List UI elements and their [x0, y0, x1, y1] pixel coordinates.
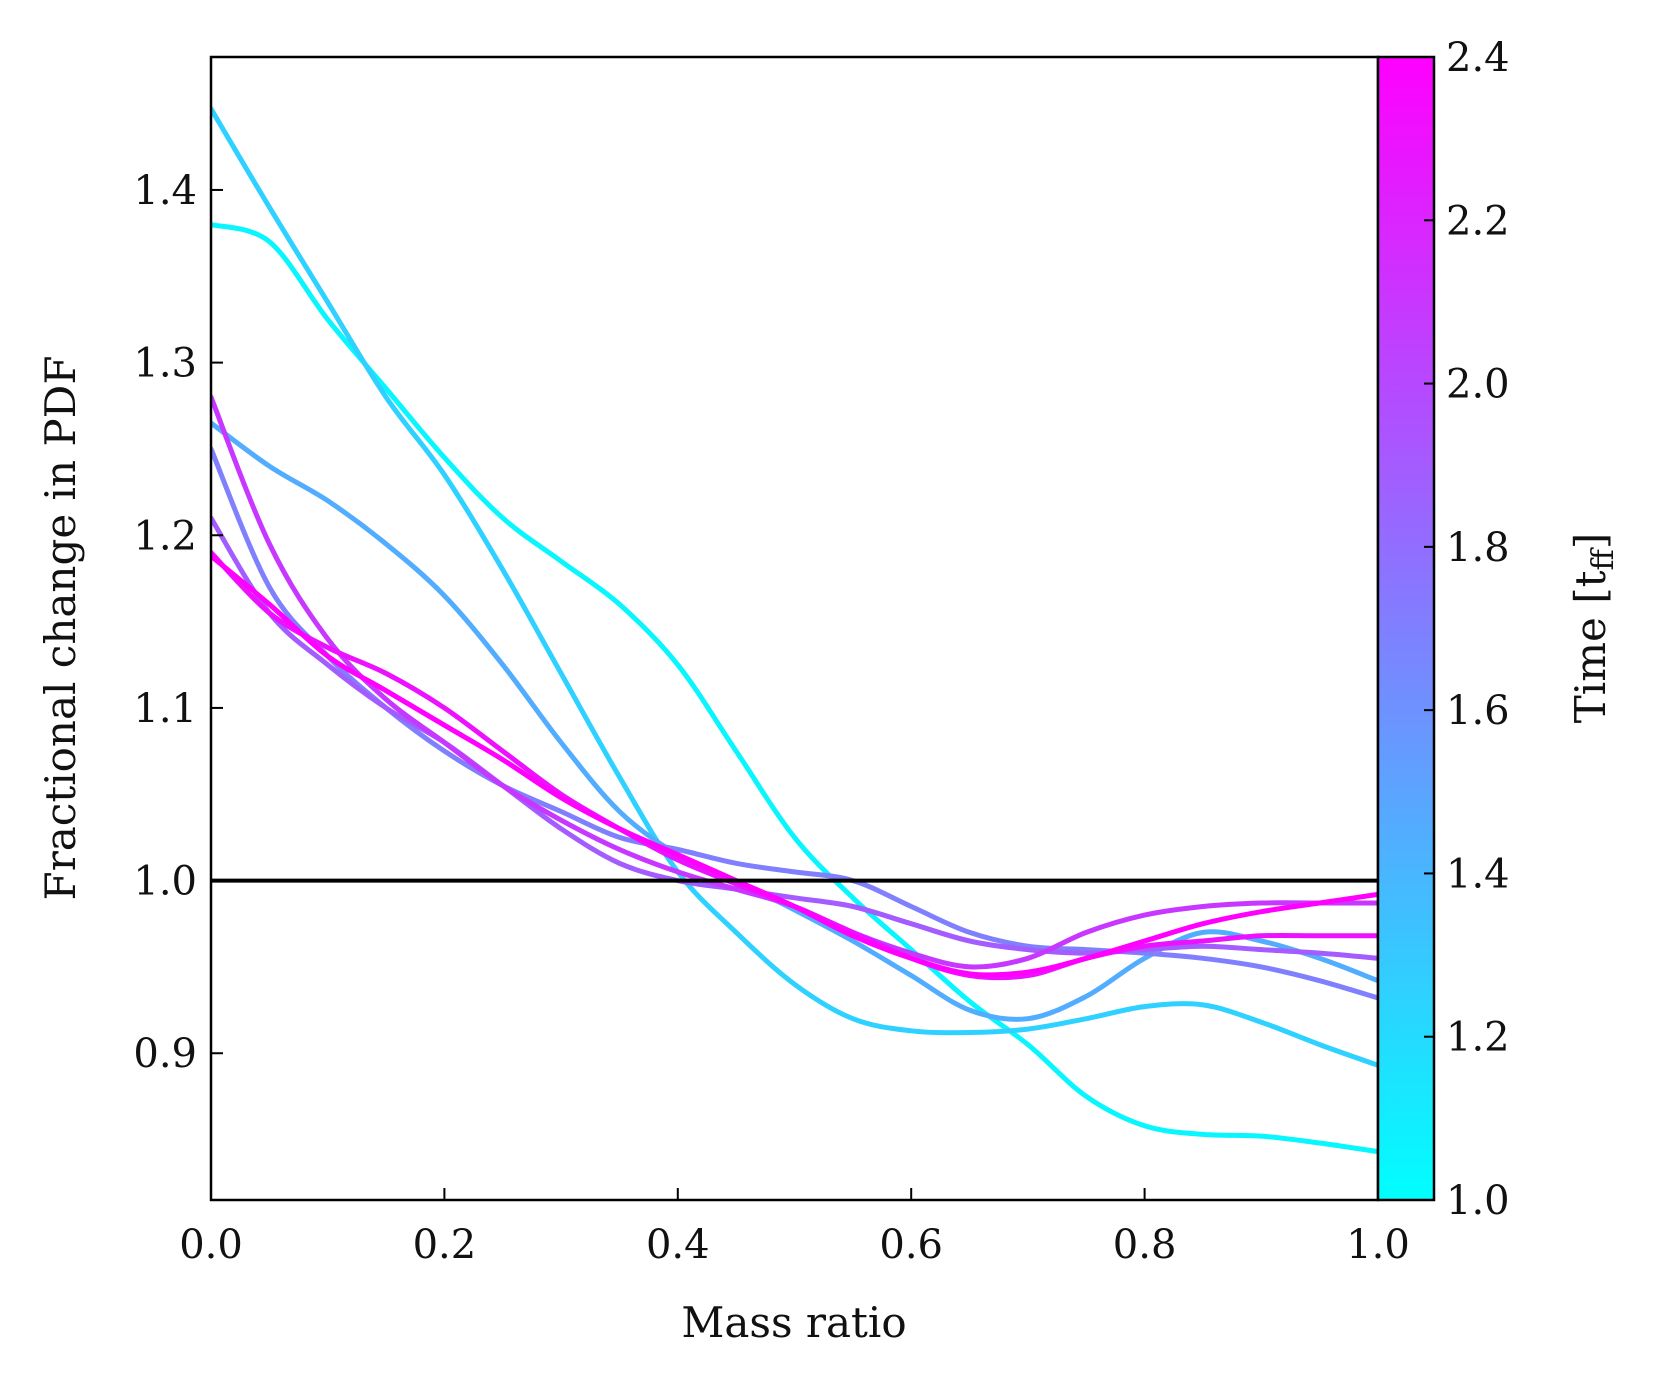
y-axis-label: Fractional change in PDF: [36, 356, 85, 901]
series-line-3: [211, 420, 1378, 1022]
x-tick-label: 1.0: [1346, 1222, 1410, 1268]
x-axis-label: Mass ratio: [681, 1298, 906, 1347]
colorbar: [1376, 55, 1436, 1202]
colorbar-tick-label: 2.4: [1446, 35, 1510, 81]
y-tick-label: 1.4: [133, 168, 197, 214]
series-line-2: [211, 106, 1378, 1068]
series-line-7: [211, 550, 1378, 981]
colorbar-label-close: ]: [1566, 533, 1615, 549]
x-tick-label: 0.2: [413, 1222, 477, 1268]
colorbar-tick-label: 1.0: [1446, 1178, 1510, 1224]
series-line-4: [211, 446, 1378, 1001]
colorbar-ticks: 1.0 1.2 1.4 1.6 1.8 2.0 2.2 2.4: [1424, 35, 1510, 1224]
x-tick-label: 0.4: [646, 1222, 710, 1268]
colorbar-label-text: Time [t: [1566, 570, 1615, 723]
series-line-5: [211, 515, 1378, 961]
colorbar-label-subscript: ff: [1586, 546, 1621, 570]
colorbar-tick-label: 1.6: [1446, 688, 1510, 734]
colorbar-tick-label: 1.4: [1446, 851, 1510, 897]
series-line-1: [211, 222, 1378, 1155]
series-line-8: [211, 553, 1378, 978]
y-tick-label: 1.0: [133, 859, 197, 905]
y-tick-label: 1.3: [133, 341, 197, 387]
colorbar-tick-label: 1.8: [1446, 525, 1510, 571]
x-axis: 0.0 0.2 0.4 0.6 0.8 1.0: [179, 1188, 1410, 1268]
x-tick-label: 0.6: [879, 1222, 943, 1268]
x-tick-label: 0.0: [179, 1222, 243, 1268]
y-tick-label: 1.2: [133, 513, 197, 559]
colorbar-tick-label: 2.2: [1446, 198, 1510, 244]
colorbar-tick-label: 2.0: [1446, 362, 1510, 408]
series-layer: [211, 106, 1378, 1155]
plot-frame: [209, 55, 1380, 1202]
x-tick-label: 0.8: [1113, 1222, 1177, 1268]
y-tick-label: 0.9: [133, 1031, 197, 1077]
colorbar-label: Time [tff]: [1566, 533, 1621, 723]
colorbar-tick-label: 1.2: [1446, 1015, 1510, 1061]
y-axis: 0.9 1.0 1.1 1.2 1.3 1.4: [133, 168, 223, 1077]
y-tick-label: 1.1: [133, 686, 197, 732]
